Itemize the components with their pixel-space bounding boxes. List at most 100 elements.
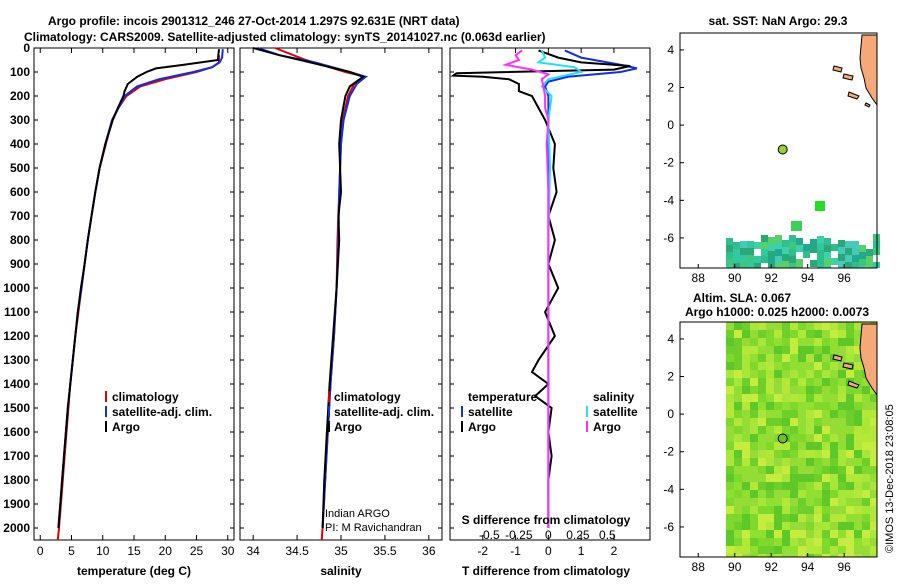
sla-cell <box>846 522 854 530</box>
map-x-tick-label: 96 <box>837 271 851 285</box>
sla-cell <box>734 418 742 426</box>
sst-cell <box>859 245 866 252</box>
sla-cell <box>870 450 877 458</box>
sla-cell <box>758 490 766 498</box>
sst-cell <box>740 248 747 255</box>
sla-cell <box>790 498 798 506</box>
sla-cell <box>774 458 782 466</box>
sla-cell <box>742 474 750 482</box>
sla-cell <box>766 346 774 354</box>
sla-cell <box>830 498 838 506</box>
sla-cell <box>806 554 814 557</box>
difference-plot-frame <box>449 47 651 541</box>
sla-cell <box>862 554 870 557</box>
y-tick-label: 100 <box>10 65 30 79</box>
sla-cell <box>798 514 806 522</box>
sla-cell <box>854 458 862 466</box>
legend-label-argo: Argo <box>112 420 140 434</box>
sla-cell <box>734 546 742 554</box>
sla-cell <box>782 362 790 370</box>
map-x-tick-label: 92 <box>765 560 779 574</box>
sst-cell <box>782 261 789 268</box>
map-x-tick-label: 94 <box>801 560 815 574</box>
sla-cell <box>862 498 870 506</box>
sla-cell <box>838 522 846 530</box>
sla-cell <box>766 482 774 490</box>
sla-cell <box>830 338 838 346</box>
sla-cell <box>726 434 734 442</box>
sla-cell <box>862 546 870 554</box>
sst-cell <box>817 236 824 243</box>
x2-tick-label: -0.5 <box>479 528 500 542</box>
y-tick-label: 900 <box>10 257 30 271</box>
sst-cell <box>733 256 740 263</box>
sst-map: sat. SST: NaN Argo: 29.3 88 90 92 94 96 4 2 0 -2… <box>663 14 880 285</box>
sst-cell <box>845 255 852 262</box>
sla-cell <box>742 402 750 410</box>
sla-cell <box>822 530 830 538</box>
sla-cell <box>766 538 774 546</box>
sst-cell <box>852 248 859 255</box>
sla-cell <box>806 498 814 506</box>
sla-cell <box>774 474 782 482</box>
sla-cell <box>766 410 774 418</box>
sla-cell <box>782 530 790 538</box>
sla-cell <box>806 482 814 490</box>
y-tick-label: 1400 <box>3 377 30 391</box>
sla-cell <box>830 538 838 546</box>
sla-cell <box>766 554 774 557</box>
sla-cell <box>726 466 734 474</box>
sla-cell <box>854 346 862 354</box>
sst-cell <box>824 259 831 266</box>
sla-cell <box>838 498 846 506</box>
sla-cell <box>838 402 846 410</box>
sla-cell <box>838 418 846 426</box>
sla-cell <box>774 322 782 330</box>
sla-cell <box>758 482 766 490</box>
sla-cell <box>862 442 870 450</box>
sst-cell <box>782 240 789 247</box>
sla-cell <box>806 338 814 346</box>
sla-cell <box>782 514 790 522</box>
legend-swatch-t-satellite <box>461 406 463 417</box>
sla-cell <box>782 546 790 554</box>
sla-cell <box>750 370 758 378</box>
sla-cell <box>750 522 758 530</box>
sla-cell <box>750 426 758 434</box>
imos-credit: ©IMOS 13-Dec-2018 23:08:05 <box>884 404 896 553</box>
sla-cell <box>862 402 870 410</box>
sla-cell <box>798 466 806 474</box>
sst-cell <box>817 257 824 264</box>
sla-cell <box>766 546 774 554</box>
sla-cell <box>790 418 798 426</box>
map-y-tick-label: -2 <box>663 445 674 459</box>
sla-cell <box>806 354 814 362</box>
sla-cell <box>854 490 862 498</box>
sla-cell <box>846 370 854 378</box>
legend-label-t-argo: Argo <box>468 420 496 434</box>
series-line-t-argo <box>450 49 631 528</box>
sla-cell <box>734 362 742 370</box>
x-tick-label: 15 <box>127 544 141 558</box>
sla-cell <box>846 482 854 490</box>
sla-cell <box>798 394 806 402</box>
sla-cell <box>822 546 830 554</box>
series-line-climatology <box>56 55 220 541</box>
sla-cell <box>726 498 734 506</box>
sla-cell <box>854 530 862 538</box>
sla-cell <box>782 466 790 474</box>
sla-cell <box>726 442 734 450</box>
sst-cell <box>859 259 866 266</box>
sst-cell <box>775 235 782 242</box>
y-tick-label: 1700 <box>3 449 30 463</box>
sla-cell <box>798 506 806 514</box>
sla-cell <box>854 426 862 434</box>
sla-cell <box>806 538 814 546</box>
sla-cell <box>750 530 758 538</box>
sla-cell <box>742 330 750 338</box>
sla-cell <box>870 394 877 402</box>
y-tick-label: 1900 <box>3 497 30 511</box>
sla-cell <box>798 338 806 346</box>
sla-cell <box>742 434 750 442</box>
sla-cell <box>806 346 814 354</box>
